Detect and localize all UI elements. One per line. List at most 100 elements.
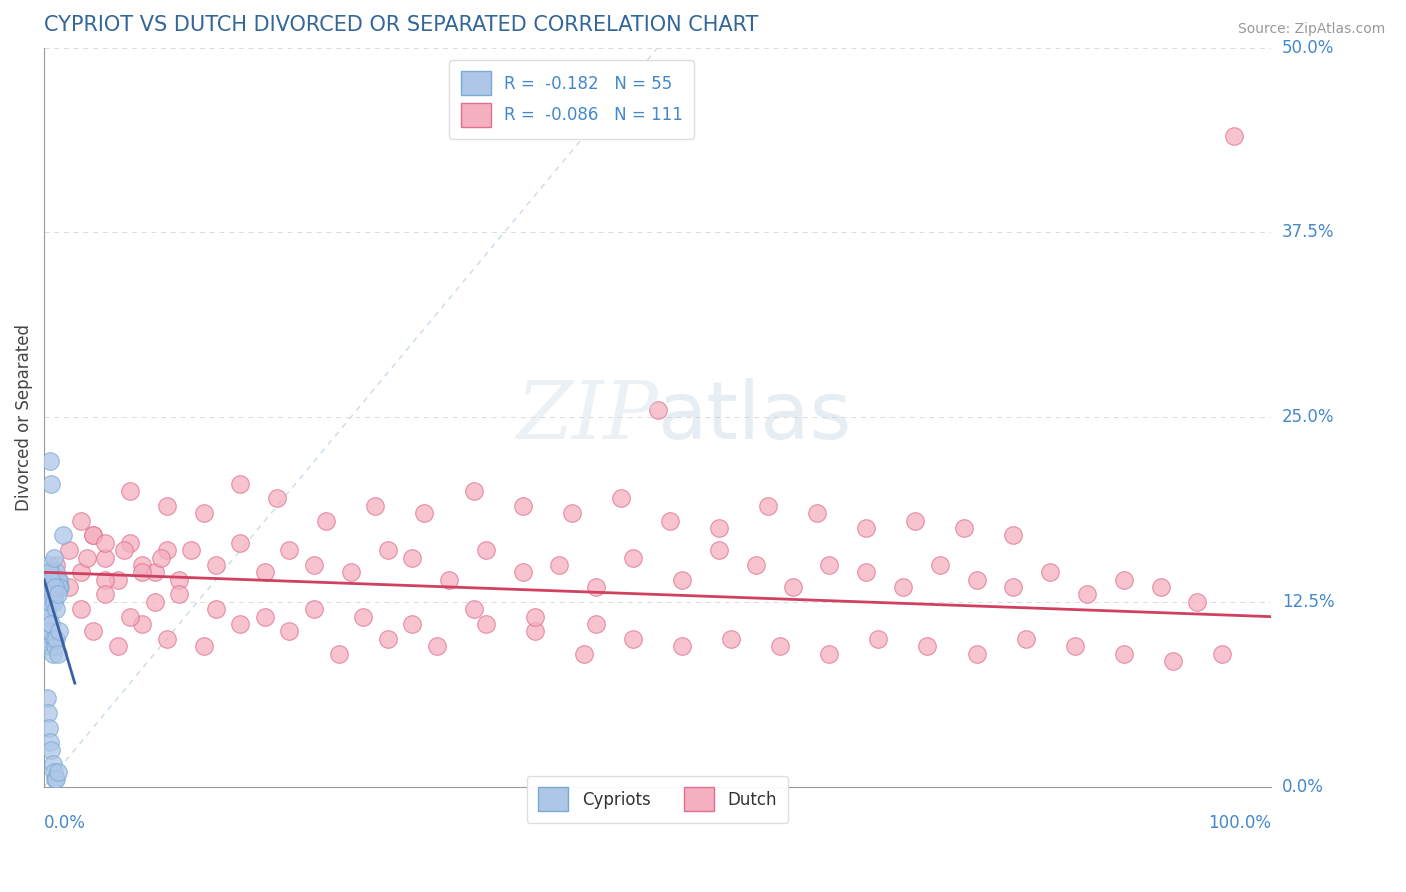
Point bbox=[1149, 580, 1171, 594]
Point bbox=[94, 550, 117, 565]
Point bbox=[107, 639, 129, 653]
Point bbox=[193, 639, 215, 653]
Point bbox=[44, 573, 66, 587]
Point bbox=[41, 757, 63, 772]
Point bbox=[45, 632, 67, 646]
Point bbox=[548, 558, 571, 572]
Point bbox=[41, 617, 63, 632]
Point bbox=[647, 402, 669, 417]
Text: 25.0%: 25.0% bbox=[1282, 409, 1334, 426]
Point bbox=[46, 647, 69, 661]
Point bbox=[48, 573, 70, 587]
Point bbox=[1187, 595, 1209, 609]
Point bbox=[38, 558, 60, 572]
Point bbox=[475, 543, 498, 558]
Point bbox=[118, 483, 141, 498]
Point bbox=[41, 476, 63, 491]
Point bbox=[41, 580, 63, 594]
Point bbox=[205, 558, 228, 572]
Point bbox=[156, 632, 179, 646]
Point bbox=[1063, 639, 1085, 653]
Point bbox=[180, 543, 202, 558]
Point bbox=[167, 573, 190, 587]
Point bbox=[377, 632, 399, 646]
Point bbox=[37, 632, 59, 646]
Point bbox=[41, 647, 63, 661]
Point bbox=[585, 580, 607, 594]
Point bbox=[953, 521, 976, 535]
Point bbox=[70, 602, 93, 616]
Point bbox=[38, 580, 60, 594]
Text: CYPRIOT VS DUTCH DIVORCED OR SEPARATED CORRELATION CHART: CYPRIOT VS DUTCH DIVORCED OR SEPARATED C… bbox=[44, 15, 758, 35]
Point bbox=[45, 558, 67, 572]
Point bbox=[891, 580, 914, 594]
Point bbox=[253, 609, 276, 624]
Point bbox=[401, 550, 423, 565]
Point bbox=[45, 602, 67, 616]
Point bbox=[39, 624, 62, 639]
Point bbox=[37, 706, 59, 720]
Point bbox=[302, 602, 325, 616]
Point bbox=[46, 587, 69, 601]
Point bbox=[156, 499, 179, 513]
Point bbox=[35, 602, 58, 616]
Point bbox=[229, 476, 252, 491]
Point bbox=[1223, 129, 1246, 144]
Point bbox=[720, 632, 742, 646]
Point bbox=[523, 609, 546, 624]
Point bbox=[744, 558, 766, 572]
Point bbox=[39, 595, 62, 609]
Point bbox=[966, 573, 988, 587]
Point bbox=[364, 499, 387, 513]
Point bbox=[1112, 647, 1135, 661]
Point bbox=[42, 764, 65, 779]
Point bbox=[707, 521, 730, 535]
Point bbox=[42, 573, 65, 587]
Text: 100.0%: 100.0% bbox=[1208, 814, 1271, 832]
Point bbox=[855, 566, 877, 580]
Point bbox=[437, 573, 460, 587]
Text: 37.5%: 37.5% bbox=[1282, 223, 1334, 242]
Point bbox=[426, 639, 449, 653]
Point bbox=[512, 566, 534, 580]
Text: 12.5%: 12.5% bbox=[1282, 593, 1334, 611]
Point bbox=[818, 558, 841, 572]
Point bbox=[621, 550, 644, 565]
Point bbox=[143, 595, 166, 609]
Point bbox=[58, 580, 80, 594]
Point bbox=[278, 543, 301, 558]
Point bbox=[904, 514, 927, 528]
Point bbox=[756, 499, 779, 513]
Point bbox=[49, 580, 72, 594]
Point bbox=[42, 550, 65, 565]
Point bbox=[1002, 580, 1025, 594]
Text: ZIP: ZIP bbox=[516, 378, 658, 456]
Point bbox=[671, 573, 693, 587]
Point bbox=[523, 624, 546, 639]
Point bbox=[41, 587, 63, 601]
Point bbox=[45, 566, 67, 580]
Point bbox=[671, 639, 693, 653]
Point bbox=[46, 573, 69, 587]
Point bbox=[131, 617, 153, 632]
Point bbox=[818, 647, 841, 661]
Point bbox=[41, 587, 63, 601]
Point bbox=[82, 624, 104, 639]
Point bbox=[41, 742, 63, 756]
Point bbox=[707, 543, 730, 558]
Point bbox=[37, 580, 59, 594]
Point bbox=[44, 580, 66, 594]
Point bbox=[266, 491, 288, 506]
Point bbox=[229, 535, 252, 549]
Point bbox=[167, 587, 190, 601]
Legend: Cypriots, Dutch: Cypriots, Dutch bbox=[527, 776, 789, 822]
Point bbox=[401, 617, 423, 632]
Point bbox=[46, 580, 69, 594]
Point bbox=[46, 764, 69, 779]
Point bbox=[253, 566, 276, 580]
Point bbox=[156, 543, 179, 558]
Point bbox=[1211, 647, 1233, 661]
Point bbox=[193, 506, 215, 520]
Point bbox=[1014, 632, 1036, 646]
Point bbox=[855, 521, 877, 535]
